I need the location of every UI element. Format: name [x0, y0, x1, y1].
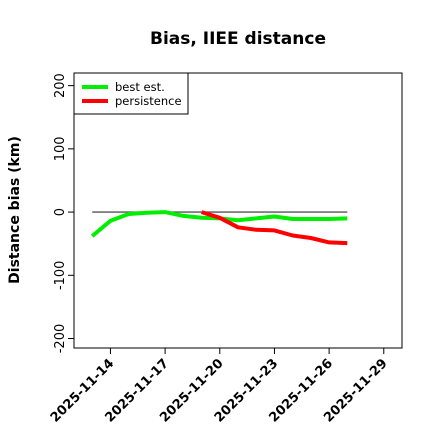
legend: best est.persistence	[73, 72, 189, 115]
series-layer	[90, 210, 348, 246]
legend-label: best est.	[115, 80, 165, 94]
y-tick-label: 0	[53, 208, 68, 216]
legend-label: persistence	[115, 94, 182, 108]
plot-frame	[73, 72, 403, 349]
series-line-persistence	[201, 210, 348, 246]
y-tick-label: 100	[53, 136, 68, 161]
chart-title: Bias, IIEE distance	[150, 29, 326, 49]
y-tick-label: -200	[53, 324, 68, 354]
x-axis: 2025-11-142025-11-172025-11-202025-11-23…	[48, 348, 391, 426]
y-tick-label: 200	[53, 73, 68, 98]
y-axis: 200 100 0 -100 -200	[53, 73, 74, 353]
y-tick-label: -100	[53, 261, 68, 291]
y-axis-label: Distance bias (km)	[7, 136, 23, 284]
legend-box	[73, 72, 189, 115]
